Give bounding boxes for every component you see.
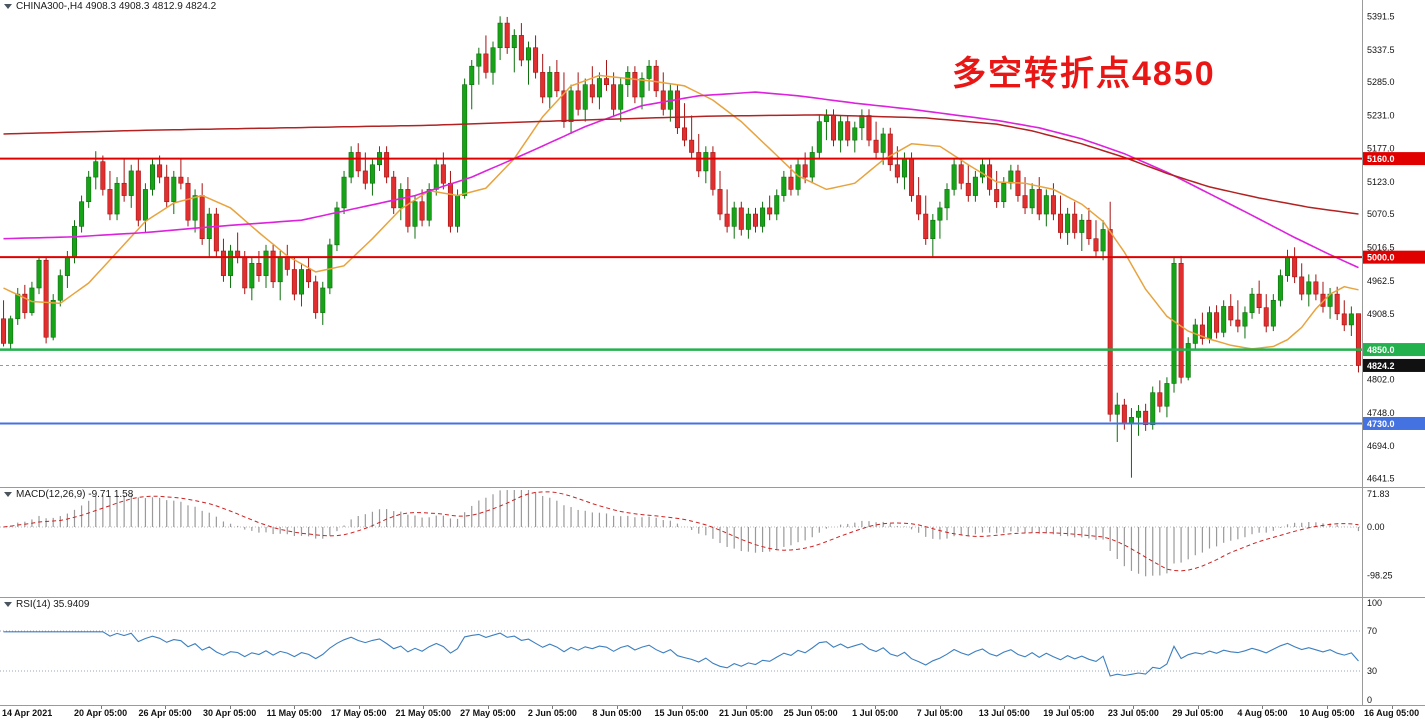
time-tick bbox=[358, 706, 360, 709]
time-tick bbox=[1068, 706, 1070, 709]
macd-indicator-chart[interactable] bbox=[0, 488, 1362, 597]
rsi-panel: 100 70 30 0 RSI(14) 35.9409 bbox=[0, 598, 1425, 706]
time-label: 11 May 05:00 bbox=[266, 708, 322, 718]
time-label: 13 Jul 05:00 bbox=[978, 708, 1030, 718]
time-tick bbox=[294, 706, 296, 709]
time-tick bbox=[616, 706, 618, 709]
svg-text:4824.2: 4824.2 bbox=[1367, 361, 1395, 371]
time-tick bbox=[1197, 706, 1199, 709]
time-tick bbox=[423, 706, 425, 709]
svg-text:71.83: 71.83 bbox=[1367, 489, 1390, 499]
time-label: 26 Apr 05:00 bbox=[138, 708, 192, 718]
svg-text:5231.0: 5231.0 bbox=[1367, 110, 1395, 120]
svg-text:4802.0: 4802.0 bbox=[1367, 375, 1395, 385]
time-tick bbox=[229, 706, 231, 709]
svg-text:5123.0: 5123.0 bbox=[1367, 177, 1395, 187]
svg-text:70: 70 bbox=[1367, 626, 1377, 636]
time-tick bbox=[681, 706, 683, 709]
time-label: 14 Apr 2021 bbox=[2, 708, 53, 718]
svg-text:4641.5: 4641.5 bbox=[1367, 474, 1395, 484]
svg-text:5070.5: 5070.5 bbox=[1367, 209, 1395, 219]
time-label: 19 Jul 05:00 bbox=[1043, 708, 1095, 718]
time-tick bbox=[810, 706, 812, 709]
time-tick bbox=[100, 706, 102, 709]
time-label: 27 May 05:00 bbox=[460, 708, 516, 718]
svg-text:30: 30 bbox=[1367, 666, 1377, 676]
time-label: 10 Aug 05:00 bbox=[1299, 708, 1355, 718]
svg-text:5000.0: 5000.0 bbox=[1367, 253, 1395, 263]
time-label: 2 Jun 05:00 bbox=[527, 708, 577, 718]
time-tick bbox=[1133, 706, 1135, 709]
price-axis[interactable]: 5391.5 5337.5 5285.0 5231.0 5177.0 5123.0 5070… bbox=[1362, 0, 1425, 487]
svg-text:5285.0: 5285.0 bbox=[1367, 77, 1395, 87]
time-tick bbox=[939, 706, 941, 709]
time-tick bbox=[875, 706, 877, 709]
svg-text:5337.5: 5337.5 bbox=[1367, 45, 1395, 55]
time-axis[interactable]: 14 Apr 2021 20 Apr 05:00 26 Apr 05:00 30 Ap… bbox=[0, 706, 1425, 719]
time-label: 21 Jun 05:00 bbox=[719, 708, 774, 718]
svg-text:0.00: 0.00 bbox=[1367, 522, 1385, 532]
main-chart-panel: 5391.5 5337.5 5285.0 5231.0 5177.0 5123.0 5070… bbox=[0, 0, 1425, 488]
svg-text:4850.0: 4850.0 bbox=[1367, 345, 1395, 355]
time-label: 8 Jun 05:00 bbox=[592, 708, 642, 718]
main-price-chart[interactable] bbox=[0, 0, 1362, 487]
time-tick bbox=[165, 706, 167, 709]
svg-text:-98.25: -98.25 bbox=[1367, 571, 1393, 581]
svg-text:4730.0: 4730.0 bbox=[1367, 419, 1395, 429]
time-tick bbox=[552, 706, 554, 709]
time-label: 17 May 05:00 bbox=[330, 708, 387, 718]
time-tick bbox=[1327, 706, 1328, 709]
rsi-axis[interactable]: 100 70 30 0 bbox=[1362, 598, 1425, 705]
time-label: 23 Jul 05:00 bbox=[1107, 708, 1159, 718]
time-label: 7 Jul 05:00 bbox=[916, 708, 963, 718]
svg-text:4694.0: 4694.0 bbox=[1367, 441, 1395, 451]
svg-text:0: 0 bbox=[1367, 695, 1372, 705]
time-label: 20 Apr 05:00 bbox=[73, 708, 128, 718]
macd-axis[interactable]: 71.83 0.00 -98.25 bbox=[1362, 488, 1425, 597]
svg-text:5160.0: 5160.0 bbox=[1367, 154, 1395, 164]
time-label: 1 Jul 05:00 bbox=[852, 708, 899, 718]
svg-text:4908.5: 4908.5 bbox=[1367, 309, 1395, 319]
svg-text:4962.5: 4962.5 bbox=[1367, 276, 1395, 286]
svg-text:5016.5: 5016.5 bbox=[1367, 243, 1395, 253]
time-label: 15 Jun 05:00 bbox=[654, 708, 709, 718]
time-label: 4 Aug 05:00 bbox=[1237, 708, 1288, 718]
time-tick bbox=[1262, 706, 1264, 709]
time-tick bbox=[487, 706, 489, 709]
time-label: 29 Jul 05:00 bbox=[1172, 708, 1224, 718]
svg-text:100: 100 bbox=[1367, 598, 1382, 608]
time-tick bbox=[1004, 706, 1006, 709]
time-tick bbox=[1391, 706, 1393, 709]
time-label: 16 Aug 05:00 bbox=[1363, 708, 1420, 718]
time-label: 30 Apr 05:00 bbox=[203, 708, 257, 718]
svg-text:5391.5: 5391.5 bbox=[1367, 12, 1395, 22]
time-label: 25 Jun 05:00 bbox=[783, 708, 838, 718]
time-label: 21 May 05:00 bbox=[395, 708, 452, 718]
svg-text:5177.0: 5177.0 bbox=[1367, 144, 1395, 154]
time-tick bbox=[746, 706, 748, 709]
macd-panel: 71.83 0.00 -98.25 MACD(12,26,9) -9.71 1.58 bbox=[0, 488, 1425, 598]
rsi-indicator-chart[interactable] bbox=[0, 598, 1362, 705]
svg-text:4748.0: 4748.0 bbox=[1367, 408, 1395, 418]
